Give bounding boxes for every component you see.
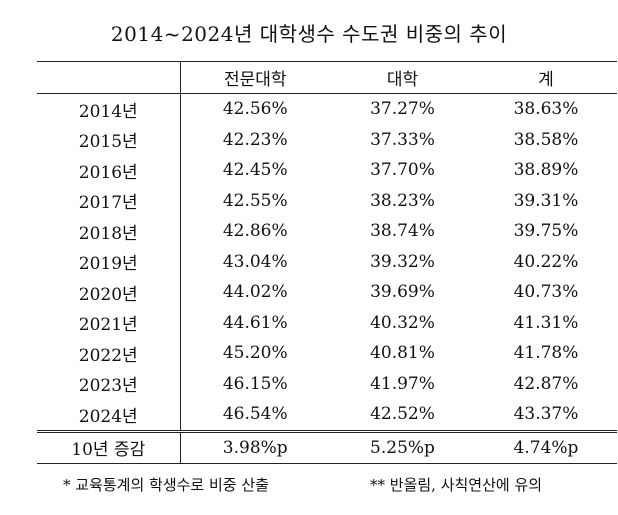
table-row: 2018년 42.86% 38.74% 39.75% bbox=[37, 216, 617, 247]
cell-vocational: 45.20% bbox=[222, 343, 288, 364]
cell-vocational: 42.55% bbox=[222, 190, 288, 211]
summary-label: 10년 증감 bbox=[37, 429, 181, 464]
cell-vocational: 44.61% bbox=[222, 312, 288, 333]
row-year: 2020년 bbox=[37, 277, 181, 308]
cell-university: 41.97% bbox=[370, 373, 435, 394]
cell-university: 39.69% bbox=[370, 282, 435, 303]
table-row: 2016년 42.45% 37.70% 38.89% bbox=[37, 155, 617, 186]
cell-university: 38.74% bbox=[370, 221, 435, 242]
cell-total: 40.73% bbox=[513, 282, 579, 303]
table-row: 2019년 43.04% 39.32% 40.22% bbox=[37, 246, 617, 277]
cell-total: 39.75% bbox=[513, 221, 579, 242]
table-title: 2014~2024년 대학생수 수도권 비중의 추이 bbox=[110, 22, 508, 46]
row-year: 2018년 bbox=[37, 216, 181, 247]
row-year: 2015년 bbox=[37, 124, 181, 155]
cell-vocational: 46.54% bbox=[222, 404, 288, 425]
row-year: 2022년 bbox=[37, 338, 181, 369]
row-year: 2023년 bbox=[37, 368, 181, 399]
table-row: 2023년 46.15% 41.97% 42.87% bbox=[37, 368, 617, 399]
cell-total: 41.31% bbox=[513, 312, 579, 333]
cell-university: 37.33% bbox=[370, 129, 435, 150]
cell-total: 41.78% bbox=[513, 343, 579, 364]
cell-total: 40.22% bbox=[513, 251, 579, 272]
row-year: 2016년 bbox=[37, 155, 181, 186]
summary-vocational: 3.98%p bbox=[180, 429, 330, 464]
cell-total: 38.89% bbox=[513, 160, 579, 181]
table-row: 2015년 42.23% 37.33% 38.58% bbox=[37, 124, 617, 155]
summary-row: 10년 증감 3.98%p 5.25%p 4.74%p bbox=[37, 429, 617, 464]
cell-vocational: 42.23% bbox=[222, 129, 288, 150]
table-row: 2022년 45.20% 40.81% 41.78% bbox=[37, 338, 617, 369]
cell-vocational: 43.04% bbox=[222, 251, 288, 272]
cell-university: 42.52% bbox=[370, 404, 435, 425]
cell-vocational: 42.86% bbox=[222, 221, 288, 242]
row-year: 2017년 bbox=[37, 185, 181, 216]
cell-total: 39.31% bbox=[513, 190, 579, 211]
cell-total: 43.37% bbox=[513, 404, 579, 425]
table-row: 2021년 44.61% 40.32% 41.31% bbox=[37, 307, 617, 338]
cell-vocational: 44.02% bbox=[222, 282, 288, 303]
header-vocational: 전문대학 bbox=[180, 61, 330, 94]
summary-total: 4.74%p bbox=[475, 429, 617, 464]
header-university: 대학 bbox=[330, 61, 475, 94]
cell-university: 40.32% bbox=[370, 312, 435, 333]
cell-university: 40.81% bbox=[370, 343, 435, 364]
cell-university: 38.23% bbox=[370, 190, 435, 211]
summary-university: 5.25%p bbox=[330, 429, 475, 464]
header-corner bbox=[37, 61, 181, 94]
cell-university: 37.27% bbox=[370, 99, 435, 120]
cell-vocational: 42.45% bbox=[222, 160, 288, 181]
row-year: 2014년 bbox=[37, 93, 181, 125]
table-row: 2014년 42.56% 37.27% 38.63% bbox=[37, 93, 617, 125]
cell-total: 42.87% bbox=[513, 373, 579, 394]
row-year: 2021년 bbox=[37, 307, 181, 338]
cell-university: 39.32% bbox=[370, 251, 435, 272]
header-total: 계 bbox=[475, 61, 617, 94]
cell-university: 37.70% bbox=[370, 160, 435, 181]
data-table: 전문대학 대학 계 2014년 42.56% 37.27% 38.63% 2015년 42… bbox=[37, 61, 617, 464]
footnote-calculation: * 교육통계의 학생수로 비중 산출 bbox=[63, 476, 269, 494]
header-row: 전문대학 대학 계 bbox=[37, 61, 617, 94]
table-row: 2020년 44.02% 39.69% 40.73% bbox=[37, 277, 617, 308]
cell-total: 38.58% bbox=[513, 129, 579, 150]
table-row: 2024년 46.54% 42.52% 43.37% bbox=[37, 399, 617, 431]
cell-total: 38.63% bbox=[513, 99, 579, 120]
cell-vocational: 42.56% bbox=[222, 99, 288, 120]
table-row: 2017년 42.55% 38.23% 39.31% bbox=[37, 185, 617, 216]
footnote-rounding: ** 반올림, 사칙연산에 유의 bbox=[370, 476, 543, 494]
row-year: 2024년 bbox=[37, 399, 181, 431]
cell-vocational: 46.15% bbox=[222, 373, 288, 394]
row-year: 2019년 bbox=[37, 246, 181, 277]
